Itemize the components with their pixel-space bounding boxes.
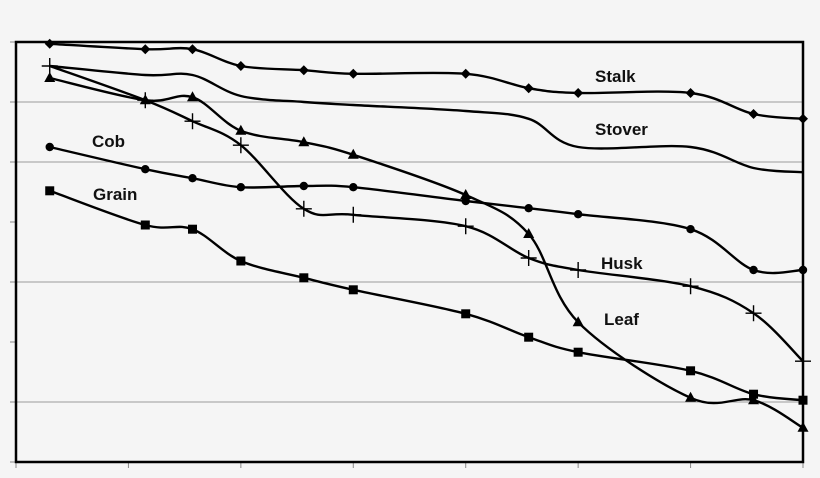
square-marker xyxy=(524,332,534,342)
square-marker xyxy=(686,366,696,376)
circle-marker xyxy=(573,210,583,219)
triangle-marker xyxy=(748,394,760,405)
circle-marker xyxy=(188,174,197,183)
triangle-marker xyxy=(235,124,247,135)
circle-marker xyxy=(141,165,150,174)
plus-marker xyxy=(520,250,537,266)
label-stalk: Stalk xyxy=(595,67,636,86)
plus-marker xyxy=(41,58,58,74)
diamond-marker xyxy=(298,65,309,76)
series-cob xyxy=(45,142,808,275)
circle-marker xyxy=(461,196,470,206)
label-husk: Husk xyxy=(601,254,643,273)
plus-marker xyxy=(184,113,201,130)
label-cob: Cob xyxy=(92,132,126,151)
plus-marker xyxy=(345,206,362,223)
diamond-marker xyxy=(748,109,759,119)
circle-marker xyxy=(686,225,695,234)
plus-marker xyxy=(457,218,474,235)
square-marker xyxy=(573,347,583,357)
series-grain xyxy=(45,186,808,405)
triangle-marker xyxy=(139,94,151,105)
label-stover: Stover xyxy=(595,120,648,139)
triangle-marker xyxy=(44,72,56,82)
label-leaf: Leaf xyxy=(604,310,639,329)
diamond-marker xyxy=(460,68,471,79)
series-stover xyxy=(49,64,804,174)
triangle-marker xyxy=(347,148,359,159)
plus-marker xyxy=(682,278,699,295)
circle-marker xyxy=(349,183,358,192)
triangle-marker xyxy=(685,391,697,402)
circle-marker xyxy=(299,181,309,191)
triangle-marker xyxy=(572,316,584,327)
diamond-marker xyxy=(573,88,584,98)
circle-marker xyxy=(236,183,246,192)
triangle-marker xyxy=(523,228,535,238)
label-grain: Grain xyxy=(93,185,138,204)
plus-marker xyxy=(570,262,587,278)
axis-ticks xyxy=(10,41,804,468)
circle-marker xyxy=(524,204,533,213)
diamond-marker xyxy=(140,44,151,55)
series-line xyxy=(49,145,804,275)
gridlines xyxy=(16,101,803,403)
diamond-marker xyxy=(523,83,534,94)
diamond-marker xyxy=(187,44,198,55)
square-marker xyxy=(140,220,150,230)
circle-marker xyxy=(45,142,54,152)
series-line xyxy=(49,76,804,429)
plot-frame xyxy=(14,40,805,464)
series-lines xyxy=(41,38,811,432)
series-leaf xyxy=(44,72,809,432)
series-line xyxy=(49,64,804,174)
triangle-marker xyxy=(298,136,310,147)
square-marker xyxy=(299,273,309,283)
diamond-marker xyxy=(348,68,359,79)
plus-marker xyxy=(295,200,312,217)
diamond-marker xyxy=(44,38,55,49)
diamond-marker xyxy=(685,88,696,98)
series-husk xyxy=(41,58,811,370)
square-marker xyxy=(461,309,471,319)
series-stalk xyxy=(44,38,808,124)
circle-marker xyxy=(749,265,758,275)
series-line xyxy=(49,64,804,363)
square-marker xyxy=(749,389,759,399)
square-marker xyxy=(188,224,198,234)
square-marker xyxy=(45,186,55,196)
square-marker xyxy=(348,285,358,295)
triangle-marker xyxy=(187,91,199,102)
square-marker xyxy=(236,256,246,266)
triangle-marker xyxy=(460,189,472,199)
plus-marker xyxy=(745,305,762,322)
plus-marker xyxy=(232,137,249,154)
diamond-marker xyxy=(235,61,246,71)
